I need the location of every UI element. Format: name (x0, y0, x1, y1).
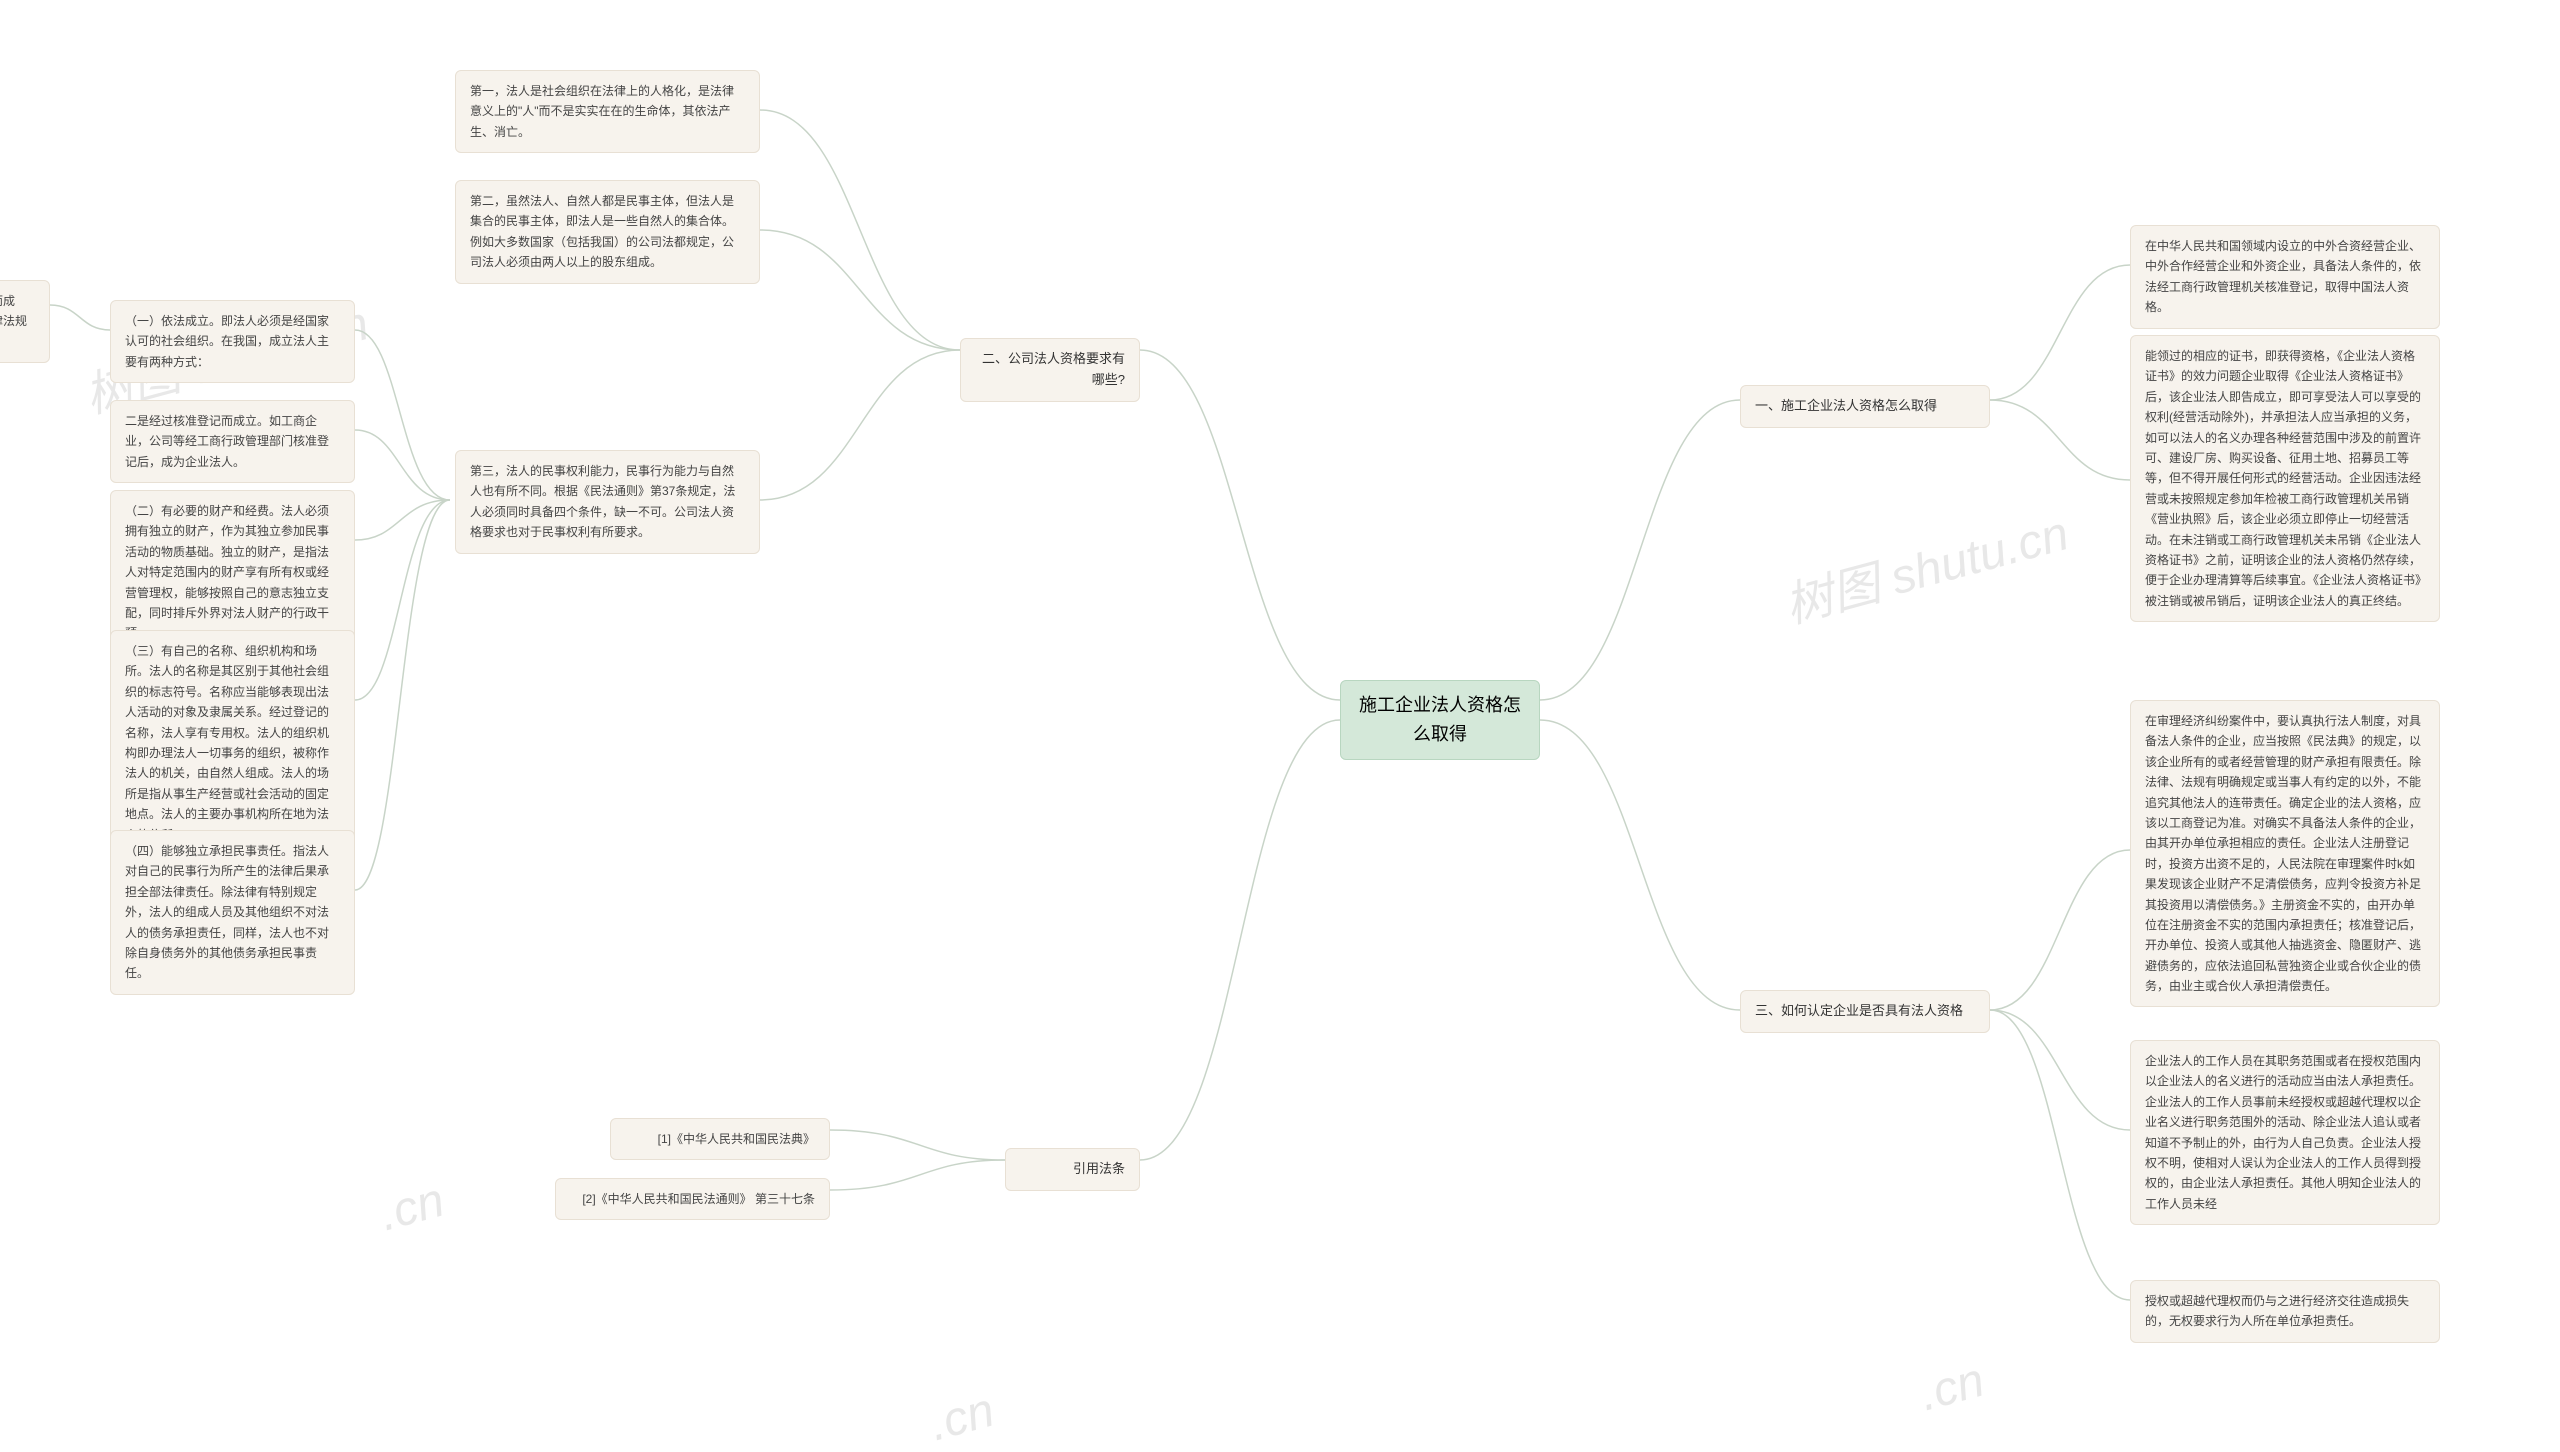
watermark: 树图 shutu.cn (1776, 494, 2075, 637)
leaf-right-1-0: 在中华人民共和国领域内设立的中外合资经营企业、中外合作经营企业和外资企业，具备法… (2130, 225, 2440, 329)
branch-right-3: 三、如何认定企业是否具有法人资格 (1740, 990, 1990, 1033)
leaf-right-3-2: 授权或超越代理权而仍与之进行经济交往造成损失的，无权要求行为人所在单位承担责任。 (2130, 1280, 2440, 1343)
leaf-left-2-2: 第三，法人的民事权利能力，民事行为能力与自然人也有所不同。根据《民法通则》第37… (455, 450, 760, 554)
leaf-left-2-2-0: （一）依法成立。即法人必须是经国家认可的社会组织。在我国，成立法人主要有两种方式… (110, 300, 355, 383)
center-node: 施工企业法人资格怎么取得 (1340, 680, 1540, 760)
leaf-left-2-2-4: （四）能够独立承担民事责任。指法人对自己的民事行为所产生的法律后果承担全部法律责… (110, 830, 355, 995)
leaf-left-refs-1: [2]《中华人民共和国民法通则》 第三十七条 (555, 1178, 830, 1220)
watermark: .cn (1914, 1353, 1990, 1423)
branch-right-1: 一、施工企业法人资格怎么取得 (1740, 385, 1990, 428)
leaf-left-2-2-0-0: 一是根据法律法规或行政审批而成立。如机关法人一般都是由法律法规或行政审批而成立的… (0, 280, 50, 363)
branch-left-2: 二、公司法人资格要求有哪些? (960, 338, 1140, 402)
leaf-left-2-2-3: （三）有自己的名称、组织机构和场所。法人的名称是其区别于其他社会组织的标志符号。… (110, 630, 355, 856)
leaf-right-1-1: 能领过的相应的证书，即获得资格，《企业法人资格证书》的效力问题企业取得《企业法人… (2130, 335, 2440, 622)
watermark: .cn (374, 1173, 450, 1243)
leaf-left-refs-0: [1]《中华人民共和国民法典》 (610, 1118, 830, 1160)
leaf-left-2-2-1: 二是经过核准登记而成立。如工商企业，公司等经工商行政管理部门核准登记后，成为企业… (110, 400, 355, 483)
branch-left-refs: 引用法条 (1005, 1148, 1140, 1191)
leaf-left-2-0: 第一，法人是社会组织在法律上的人格化，是法律意义上的"人"而不是实实在在的生命体… (455, 70, 760, 153)
leaf-left-2-1: 第二，虽然法人、自然人都是民事主体，但法人是集合的民事主体，即法人是一些自然人的… (455, 180, 760, 284)
leaf-right-3-0: 在审理经济纠纷案件中，要认真执行法人制度，对具备法人条件的企业，应当按照《民法典… (2130, 700, 2440, 1007)
watermark: .cn (924, 1383, 1000, 1452)
leaf-right-3-1: 企业法人的工作人员在其职务范围或者在授权范围内以企业法人的名义进行的活动应当由法… (2130, 1040, 2440, 1225)
